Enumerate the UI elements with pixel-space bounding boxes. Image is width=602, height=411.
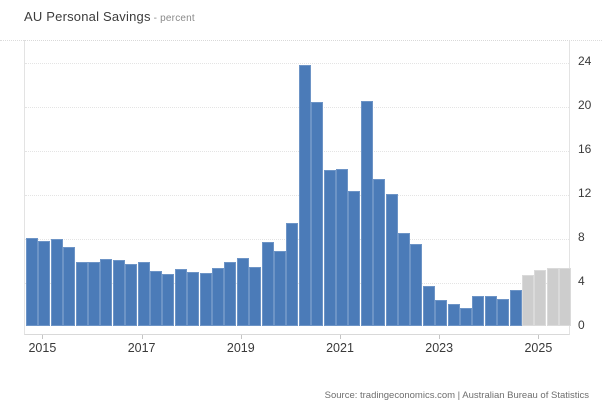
x-tick-label-2021: 2021 xyxy=(326,341,354,355)
y-tick-label-24: 24 xyxy=(578,54,592,68)
bar-2021-Q3[interactable] xyxy=(360,101,373,326)
gridline-20 xyxy=(25,107,569,108)
x-tick-2023 xyxy=(439,335,441,339)
bar-2021-Q4[interactable] xyxy=(373,179,386,326)
bar-2019-Q4[interactable] xyxy=(274,251,286,326)
bar-2025-Q1[interactable] xyxy=(534,270,547,326)
bar-2017-Q3[interactable] xyxy=(162,274,175,326)
bar-2019-Q2[interactable] xyxy=(249,267,262,326)
bar-2016-Q4[interactable] xyxy=(125,264,138,326)
bar-2015-Q4[interactable] xyxy=(75,262,88,326)
bar-2024-Q2[interactable] xyxy=(497,299,510,326)
x-tick-2017 xyxy=(141,335,143,339)
x-tick-label-2023: 2023 xyxy=(425,341,454,355)
bar-2019-Q1[interactable] xyxy=(236,258,249,326)
x-tick-2019 xyxy=(240,335,242,339)
bar-2020-Q2[interactable] xyxy=(298,65,311,326)
bar-2017-Q4[interactable] xyxy=(174,269,187,326)
bar-2025-Q3[interactable] xyxy=(559,268,572,326)
bar-2024-Q4[interactable] xyxy=(522,275,534,326)
bar-2015-Q3[interactable] xyxy=(63,247,76,326)
bar-2023-Q3[interactable] xyxy=(460,308,472,326)
bar-2017-Q2[interactable] xyxy=(150,271,162,326)
bar-2020-Q1[interactable] xyxy=(286,223,299,326)
bar-2024-Q3[interactable] xyxy=(509,290,522,326)
bar-2022-Q3[interactable] xyxy=(410,244,423,326)
bar-2023-Q2[interactable] xyxy=(447,304,460,326)
bar-2016-Q3[interactable] xyxy=(112,260,125,326)
bar-2019-Q3[interactable] xyxy=(261,242,274,326)
x-tick-2021 xyxy=(340,335,341,339)
bar-2015-Q1[interactable] xyxy=(38,241,51,326)
bar-2020-Q4[interactable] xyxy=(323,170,336,326)
y-tick-label-16: 16 xyxy=(578,142,592,156)
bar-2023-Q1[interactable] xyxy=(435,300,448,326)
bar-2022-Q2[interactable] xyxy=(398,233,410,326)
y-tick-label-0: 0 xyxy=(578,318,585,332)
bar-2017-Q1[interactable] xyxy=(137,262,150,326)
gridline-24 xyxy=(25,63,569,64)
gridline-16 xyxy=(25,151,569,152)
bar-2018-Q1[interactable] xyxy=(187,272,200,326)
y-tick-label-4: 4 xyxy=(578,274,585,288)
bar-2016-Q2[interactable] xyxy=(100,259,113,326)
bar-2015-Q2[interactable] xyxy=(50,239,63,326)
bar-2020-Q3[interactable] xyxy=(311,102,324,326)
bar-2018-Q3[interactable] xyxy=(212,268,224,326)
x-tick-label-2017: 2017 xyxy=(127,341,156,355)
bar-2021-Q1[interactable] xyxy=(336,169,348,326)
bar-2018-Q4[interactable] xyxy=(224,262,237,326)
y-tick-label-20: 20 xyxy=(578,98,592,112)
bar-2018-Q2[interactable] xyxy=(199,273,212,326)
x-tick-2015 xyxy=(42,335,44,339)
bar-2022-Q4[interactable] xyxy=(422,286,435,326)
y-tick-label-8: 8 xyxy=(578,230,585,244)
chart-title-text: AU Personal Savings xyxy=(24,9,151,24)
bar-2016-Q1[interactable] xyxy=(88,262,100,326)
bar-2024-Q1[interactable] xyxy=(484,296,497,326)
bar-2021-Q2[interactable] xyxy=(348,191,361,326)
bar-2025-Q2[interactable] xyxy=(546,268,559,326)
x-tick-label-2025: 2025 xyxy=(524,341,553,355)
chart-title: AU Personal Savings - percent xyxy=(24,9,195,24)
bar-2014-Q4[interactable] xyxy=(26,238,38,326)
x-tick-label-2019: 2019 xyxy=(226,341,255,355)
source-attribution: Source: tradingeconomics.com | Australia… xyxy=(324,390,589,401)
plot-area xyxy=(24,40,572,335)
chart-subtitle: - percent xyxy=(153,13,195,24)
y-tick-label-12: 12 xyxy=(578,186,592,200)
bar-2023-Q4[interactable] xyxy=(472,296,485,326)
x-tick-2025 xyxy=(538,335,540,339)
bar-2022-Q1[interactable] xyxy=(385,194,398,326)
gridline-12 xyxy=(25,195,569,196)
x-tick-label-2015: 2015 xyxy=(28,341,57,355)
